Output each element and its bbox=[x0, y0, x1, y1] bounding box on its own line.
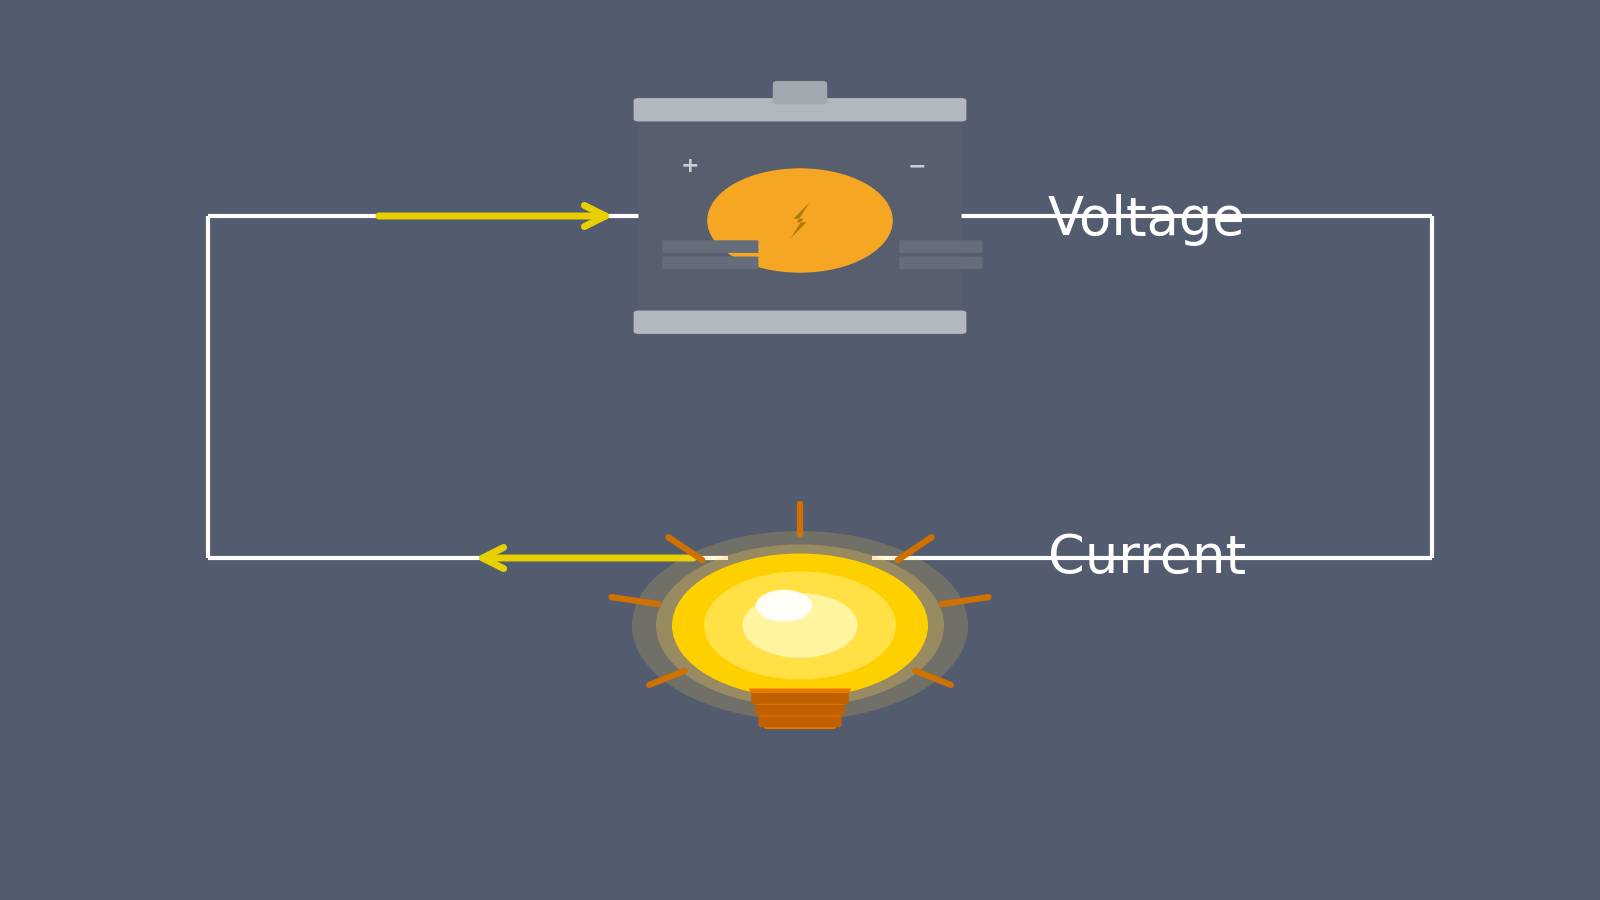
Circle shape bbox=[672, 554, 928, 698]
Text: −: − bbox=[907, 157, 926, 176]
Polygon shape bbox=[790, 202, 810, 238]
Text: Voltage: Voltage bbox=[1048, 194, 1246, 247]
FancyBboxPatch shape bbox=[755, 705, 845, 716]
FancyBboxPatch shape bbox=[773, 81, 827, 104]
Circle shape bbox=[704, 572, 896, 680]
FancyBboxPatch shape bbox=[899, 240, 982, 253]
FancyBboxPatch shape bbox=[634, 310, 966, 334]
FancyBboxPatch shape bbox=[752, 693, 848, 704]
FancyBboxPatch shape bbox=[662, 240, 758, 253]
Text: Current: Current bbox=[1048, 532, 1246, 584]
Circle shape bbox=[707, 168, 893, 273]
FancyBboxPatch shape bbox=[899, 256, 982, 269]
FancyBboxPatch shape bbox=[662, 256, 758, 269]
Circle shape bbox=[742, 593, 858, 658]
Circle shape bbox=[755, 590, 813, 622]
FancyBboxPatch shape bbox=[638, 112, 962, 320]
Polygon shape bbox=[749, 688, 851, 729]
FancyBboxPatch shape bbox=[758, 716, 842, 727]
FancyBboxPatch shape bbox=[634, 98, 966, 122]
Circle shape bbox=[632, 531, 968, 720]
Text: +: + bbox=[680, 157, 699, 176]
Circle shape bbox=[656, 544, 944, 706]
